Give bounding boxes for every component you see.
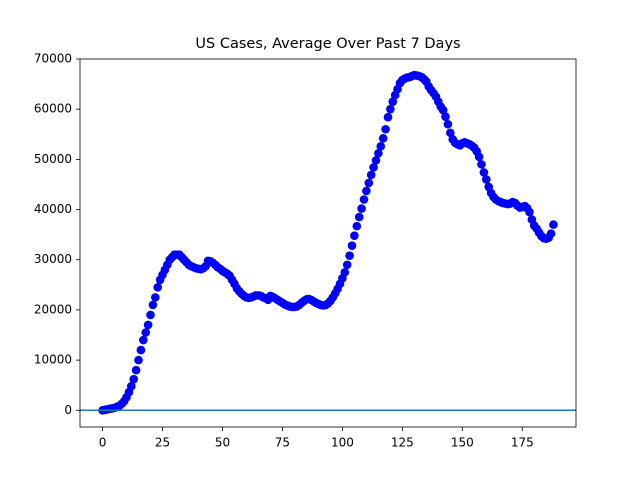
point: [371, 156, 381, 165]
y-tick-label: 20000: [34, 302, 72, 316]
point: [374, 149, 383, 158]
point: [369, 163, 378, 172]
chart-title: US Cases, Average Over Past 7 Days: [195, 36, 460, 52]
point: [131, 365, 141, 375]
y-tick-label: 0: [64, 403, 72, 417]
x-tick-label: 150: [451, 436, 474, 450]
point: [481, 175, 491, 184]
point: [441, 112, 450, 122]
point: [474, 152, 484, 162]
point: [386, 104, 395, 114]
point: [148, 300, 158, 310]
point: [546, 229, 556, 238]
x-tick-label: 0: [99, 436, 107, 450]
point: [477, 160, 486, 169]
plot-frame: [79, 58, 577, 428]
y-tick-label: 30000: [34, 252, 72, 266]
point: [352, 221, 362, 231]
point: [378, 133, 388, 143]
x-tick-label: 175: [511, 436, 534, 450]
x-tick-label: 100: [331, 436, 354, 450]
point: [376, 142, 386, 151]
point: [525, 207, 534, 217]
point: [350, 231, 359, 240]
y-tick-label: 10000: [34, 353, 72, 367]
point: [383, 112, 393, 122]
point: [143, 320, 153, 330]
point: [438, 105, 448, 115]
point: [134, 355, 143, 365]
point: [357, 204, 366, 213]
y-tick-label: 70000: [34, 52, 72, 66]
point: [146, 310, 155, 320]
point: [139, 335, 148, 345]
point: [345, 251, 354, 261]
point: [388, 97, 398, 106]
y-tick-label: 50000: [34, 152, 72, 166]
point: [151, 293, 160, 302]
point: [359, 195, 369, 204]
point: [136, 345, 146, 355]
point: [381, 124, 390, 134]
y-tick-label: 60000: [34, 102, 72, 116]
point: [141, 328, 151, 337]
point: [127, 381, 136, 391]
point: [340, 267, 350, 277]
x-tick-label: 25: [155, 436, 170, 450]
point: [153, 283, 163, 292]
point: [549, 220, 558, 229]
point: [354, 212, 364, 222]
x-tick-label: 50: [215, 436, 230, 450]
point: [364, 178, 374, 188]
point: [446, 128, 455, 138]
point: [129, 374, 139, 384]
x-tick-label: 75: [275, 436, 290, 450]
point: [479, 168, 489, 177]
point: [362, 186, 371, 196]
point: [366, 170, 376, 180]
x-tick-label: 125: [391, 436, 414, 450]
point: [342, 260, 352, 270]
y-tick-label: 40000: [34, 202, 72, 216]
point: [347, 241, 357, 250]
point: [443, 119, 453, 129]
